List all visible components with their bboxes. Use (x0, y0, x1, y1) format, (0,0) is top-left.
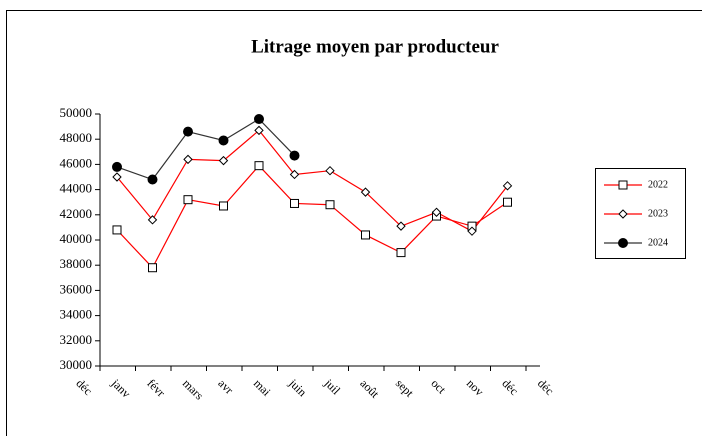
data-point (254, 161, 264, 171)
data-point (218, 155, 229, 166)
data-point (183, 154, 193, 165)
data-point (502, 181, 513, 191)
data-point (396, 248, 406, 258)
data-point (503, 197, 512, 207)
legend-marker (618, 180, 628, 190)
y-tick-label: 32000 (60, 332, 93, 347)
chart-title: Litrage moyen par producteur (251, 36, 499, 57)
legend-label: 2023 (648, 208, 668, 219)
data-point (290, 198, 299, 208)
series-line (116, 129, 508, 232)
data-point (360, 187, 371, 197)
data-point (147, 174, 158, 185)
series-line (116, 118, 295, 181)
chart-frame (6, 10, 702, 436)
data-point (112, 161, 122, 172)
y-tick-label: 30000 (60, 357, 93, 372)
y-tick-label: 36000 (60, 281, 93, 296)
data-point (396, 221, 406, 231)
y-tick-label: 42000 (60, 206, 93, 221)
data-point (254, 125, 264, 136)
data-point (289, 150, 300, 161)
data-point (112, 225, 122, 235)
y-tick-label: 38000 (60, 256, 93, 271)
y-tick-label: 46000 (60, 155, 93, 170)
data-point (219, 201, 228, 211)
data-point (289, 169, 300, 180)
y-tick-label: 44000 (60, 181, 93, 196)
data-point (183, 126, 193, 137)
data-point (183, 195, 193, 205)
y-tick-label: 50000 (60, 105, 93, 120)
legend-label: 2022 (648, 179, 668, 190)
legend-marker (618, 209, 628, 219)
data-point (467, 226, 477, 236)
data-point (218, 135, 229, 146)
data-point (254, 114, 264, 125)
data-point (431, 207, 442, 217)
data-point (148, 263, 157, 273)
data-point (325, 165, 335, 176)
y-tick-label: 48000 (60, 130, 93, 145)
data-point (361, 230, 370, 240)
y-tick-label: 40000 (60, 231, 93, 246)
legend-label: 2024 (648, 237, 668, 248)
y-tick-label: 34000 (60, 307, 93, 322)
data-point (325, 200, 335, 210)
legend-marker (618, 238, 628, 248)
data-point (147, 215, 158, 225)
series-line (116, 164, 508, 269)
data-point (112, 172, 122, 182)
